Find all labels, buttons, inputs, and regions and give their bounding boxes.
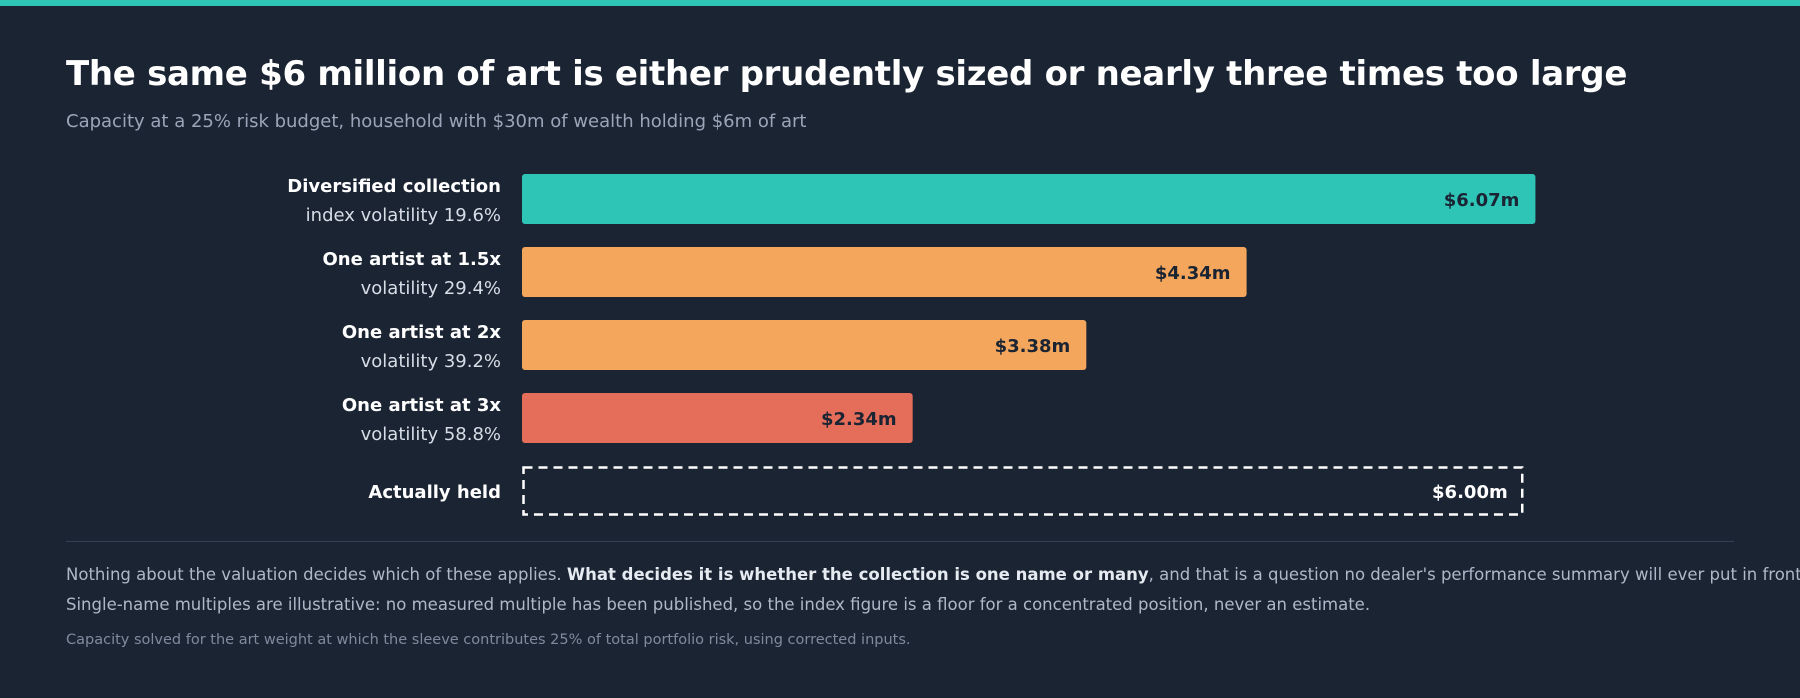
bar-value-label: $2.34m (821, 409, 897, 430)
top-accent-stripe (0, 0, 1800, 6)
category-label: Actually held (368, 482, 501, 503)
bar-value-label: $6.07m (1444, 190, 1520, 211)
category-label: One artist at 3x (342, 395, 502, 416)
category-label: Diversified collection (287, 176, 501, 197)
category-label: One artist at 1.5x (323, 249, 502, 270)
note-line-1: Nothing about the valuation decides whic… (66, 560, 1800, 589)
category-sublabel: volatility 58.8% (361, 424, 501, 445)
category-sublabel: volatility 39.2% (361, 351, 501, 372)
footnote: Capacity solved for the art weight at wh… (66, 632, 911, 648)
bar-value-label: $4.34m (1155, 263, 1231, 284)
note-line-2: Single-name multiples are illustrative: … (66, 595, 1371, 614)
bar-chart: $6.07m Diversified collection index volati… (287, 174, 1536, 516)
bar-3 (522, 393, 913, 443)
divider (66, 541, 1734, 542)
note-text-start: Nothing about the valuation decides whic… (66, 565, 567, 584)
note-text-end: , and that is a question no dealer's per… (1148, 565, 1800, 584)
category-sublabel: index volatility 19.6% (306, 205, 501, 226)
note-text-bold: What decides it is whether the collectio… (566, 565, 1149, 584)
bar-value-label: $3.38m (995, 336, 1071, 357)
bar-1 (522, 247, 1247, 297)
chart-title: The same $6 million of art is either pru… (66, 54, 1628, 94)
bar-0 (522, 174, 1536, 224)
bar-value-label: $6.00m (1432, 482, 1508, 503)
category-sublabel: volatility 29.4% (361, 278, 501, 299)
chart-subtitle: Capacity at a 25% risk budget, household… (66, 111, 807, 132)
bar-2 (522, 320, 1087, 370)
bar-actually-held (522, 466, 1524, 516)
category-label: One artist at 2x (342, 322, 502, 343)
